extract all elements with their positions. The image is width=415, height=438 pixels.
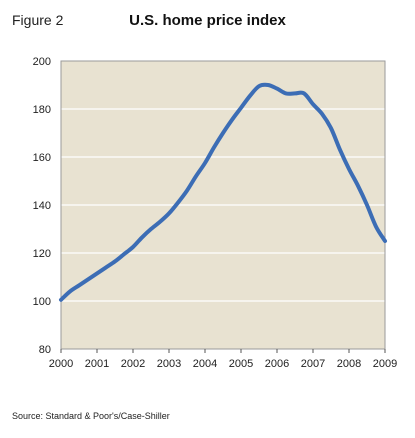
x-tick-label-2005: 2005 [229,358,253,370]
y-tick-label-140: 140 [33,200,51,212]
x-tick-label-2008: 2008 [337,358,361,370]
x-tick-label-2000: 2000 [49,358,73,370]
x-tick-label-2007: 2007 [301,358,325,370]
x-tick-label-2003: 2003 [157,358,181,370]
x-tick-label-2009: 2009 [373,358,397,370]
figure-label: Figure 2 [12,12,64,28]
y-tick-label-80: 80 [39,344,51,356]
y-tick-label-120: 120 [33,248,51,260]
chart-title: U.S. home price index [129,12,286,29]
plot-frame [60,60,386,350]
y-tick-label-100: 100 [33,296,51,308]
x-tick-label-2002: 2002 [121,358,145,370]
y-tick-label-160: 160 [33,152,51,164]
x-tick-label-2004: 2004 [193,358,217,370]
x-tick-label-2001: 2001 [85,358,109,370]
source-note: Source: Standard & Poor's/Case-Shiller [12,411,170,421]
series-line-0 [59,82,387,302]
x-tick-label-2006: 2006 [265,358,289,370]
y-tick-label-200: 200 [33,56,51,68]
y-tick-label-180: 180 [33,104,51,116]
